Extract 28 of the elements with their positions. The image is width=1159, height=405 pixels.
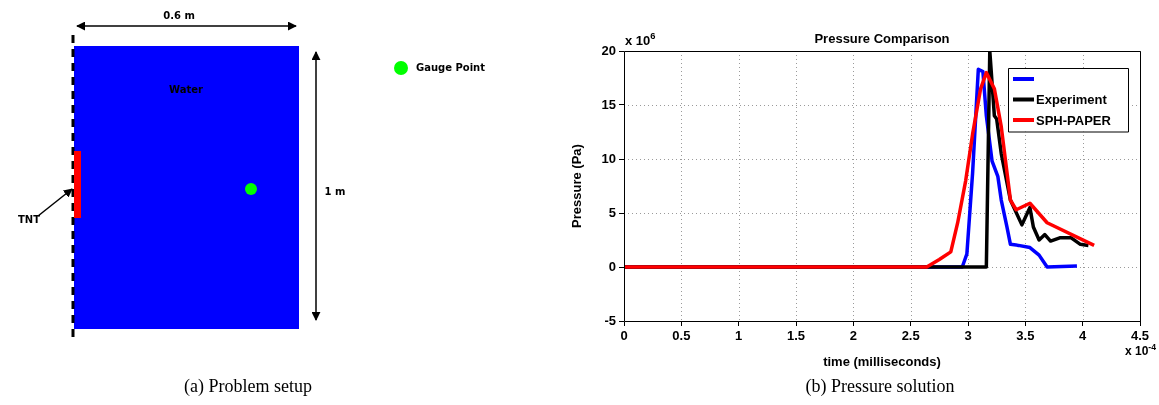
x-tick-label: 4 — [1079, 328, 1088, 344]
x-tick-label: 2.5 — [901, 328, 920, 344]
text: Water — [169, 84, 204, 95]
y-axis-title: Pressure (Pa) — [569, 144, 585, 228]
legend-label: Experiment — [1036, 92, 1108, 108]
x-tick-label: 1 — [735, 328, 743, 344]
legend-label: SPH-PAPER — [1036, 112, 1112, 128]
x-tick-label: 4.5 — [1130, 328, 1150, 344]
y-tick-label: 0 — [608, 258, 616, 274]
text: 0.6 m — [163, 10, 195, 21]
chart-title: Pressure Comparison — [814, 31, 950, 46]
text: Gauge Point — [416, 62, 486, 73]
x-tick-label: 3.5 — [1016, 328, 1035, 344]
x-tick-label: 0 — [620, 328, 628, 344]
x-tick-label: 2 — [849, 328, 857, 344]
y-tick-label: 10 — [601, 150, 616, 166]
text: 1 m — [324, 186, 346, 197]
y-tick-label: 20 — [601, 42, 616, 58]
text: (a) Problem setup — [184, 376, 312, 397]
y-tick-label: 15 — [601, 96, 616, 112]
x-tick-label: 3 — [964, 328, 972, 344]
x-tick-label: 0.5 — [672, 328, 691, 344]
y-tick-label: 5 — [608, 204, 616, 220]
text: TNT — [18, 214, 41, 225]
text: (b) Pressure solution — [805, 376, 955, 397]
x-axis-title: time (milliseconds) — [823, 353, 941, 369]
y-tick-label: -5 — [604, 312, 616, 328]
x-tick-label: 1.5 — [786, 328, 806, 344]
